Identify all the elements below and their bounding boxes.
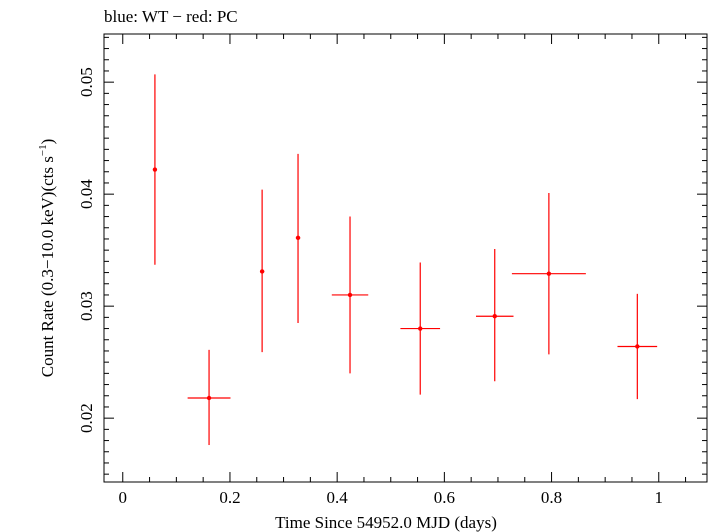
y-tick-label: 0.03 (77, 291, 96, 321)
data-point (511, 193, 586, 355)
y-tick-label: 0.02 (77, 403, 96, 433)
point-marker (347, 292, 353, 298)
point-marker (206, 395, 212, 401)
data-point (259, 189, 265, 353)
y-axis-label: Count Rate (0.3−10.0 keV)(cts s−1) (37, 139, 57, 378)
point-marker (635, 344, 640, 349)
chart-title: blue: WT − red: PC (104, 7, 238, 26)
data-point (617, 293, 658, 400)
x-tick-label: 0.8 (541, 488, 562, 507)
point-marker (295, 235, 301, 241)
data-point (295, 153, 301, 323)
data-point (187, 349, 231, 446)
x-axis-label: Time Since 54952.0 MJD (days) (275, 513, 497, 532)
x-tick-label: 0.2 (219, 488, 240, 507)
y-axis-label-exponent: −1 (37, 144, 49, 156)
data-point (475, 249, 514, 382)
x-tick-label: 0.6 (434, 488, 455, 507)
data-point (400, 262, 441, 395)
y-axis-label-close: ) (38, 139, 57, 145)
x-tick-label: 1 (655, 488, 664, 507)
point-marker (418, 326, 423, 331)
data-point (152, 74, 158, 265)
y-axis-label-main: Count Rate (0.3−10.0 keV)(cts s (38, 156, 57, 377)
plot-frame (103, 33, 708, 483)
point-marker (492, 314, 497, 319)
y-axis-ticks: 0.02 0.03 0.04 0.05 (77, 36, 707, 475)
data-point (331, 216, 369, 374)
x-axis-ticks: 0 0.2 0.4 0.6 0.8 1 (119, 34, 687, 507)
x-tick-label: 0 (119, 488, 128, 507)
y-tick-label: 0.04 (77, 179, 96, 209)
point-marker (259, 269, 265, 274)
x-tick-label: 0.4 (327, 488, 349, 507)
point-marker (152, 167, 158, 172)
data-points (152, 74, 658, 446)
y-tick-label: 0.05 (77, 67, 96, 97)
point-marker (546, 271, 552, 276)
